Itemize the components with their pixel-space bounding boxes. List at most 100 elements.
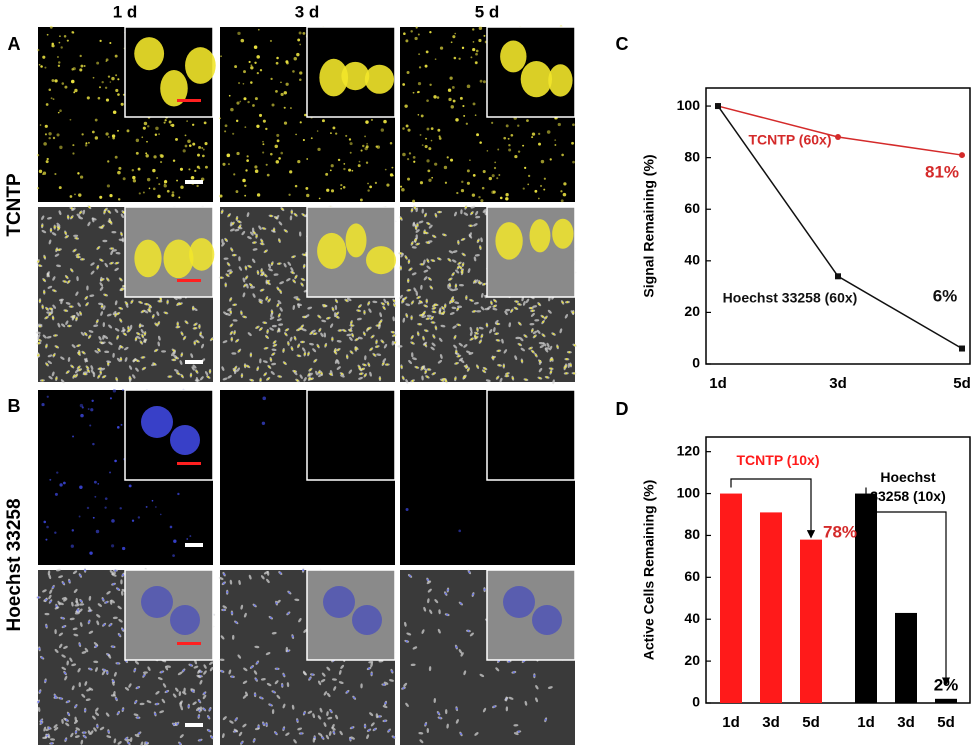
- cell-shape: [86, 285, 89, 291]
- cell-dot: [222, 582, 225, 585]
- cell-dot: [79, 574, 82, 577]
- cell-shape: [60, 379, 65, 384]
- cell-shape: [413, 287, 417, 293]
- cell-shape: [473, 223, 478, 227]
- cell-dot: [415, 226, 418, 229]
- cell-shape: [114, 300, 118, 306]
- cell-shape: [219, 658, 225, 662]
- cell-dot: [262, 151, 265, 154]
- cell-shape: [94, 667, 98, 672]
- cell-shape: [485, 379, 491, 382]
- cell-dot: [246, 155, 249, 158]
- cell-dot: [61, 82, 65, 85]
- cell-shape: [327, 716, 333, 720]
- cell-dot: [446, 588, 449, 591]
- inset-cell: [163, 239, 194, 279]
- cell-dot: [542, 321, 545, 324]
- cell-dot: [265, 163, 268, 166]
- cell-shape: [140, 741, 144, 747]
- cell-dot: [45, 103, 49, 106]
- cell-dot: [199, 739, 202, 742]
- cell-dot: [221, 210, 224, 213]
- cell-shape: [326, 666, 331, 671]
- cell-dot: [447, 88, 452, 92]
- panel-label: D: [616, 399, 629, 419]
- cell-dot: [317, 345, 320, 348]
- cell-dot: [56, 471, 59, 474]
- cell-shape: [454, 301, 460, 305]
- cell-dot: [264, 373, 267, 376]
- cell-dot: [59, 35, 61, 37]
- cell-dot: [81, 258, 84, 261]
- cell-dot: [311, 673, 314, 676]
- cell-shape: [237, 654, 242, 659]
- cell-dot: [253, 739, 256, 742]
- cell-shape: [301, 328, 307, 332]
- cell-dot: [358, 365, 361, 368]
- cell-dot: [483, 588, 486, 591]
- cell-dot: [505, 197, 509, 201]
- cell-dot: [132, 179, 137, 183]
- cell-dot: [402, 687, 405, 690]
- cell-shape: [201, 343, 205, 349]
- inset-cell: [548, 64, 573, 97]
- cell-dot: [169, 525, 173, 529]
- cell-shape: [182, 691, 187, 695]
- cell-shape: [402, 317, 406, 323]
- cell-dot: [173, 539, 177, 543]
- cell-dot: [512, 671, 515, 674]
- cell-shape: [460, 359, 465, 364]
- cell-dot: [254, 693, 257, 696]
- cell-dot: [331, 338, 334, 341]
- cell-dot: [256, 367, 259, 370]
- cell-dot: [148, 308, 151, 311]
- panel-label: B: [8, 396, 21, 416]
- cell-dot: [554, 117, 557, 120]
- cell-shape: [544, 347, 550, 350]
- cell-dot: [405, 640, 408, 643]
- cell-shape: [440, 324, 446, 328]
- cell-shape: [218, 576, 224, 580]
- cell-shape: [336, 340, 342, 343]
- series-label: Hoechst 33258 (60x): [723, 290, 858, 306]
- cell-dot: [389, 142, 393, 145]
- cell-dot: [177, 492, 180, 496]
- cell-dot: [97, 246, 100, 249]
- cell-dot: [472, 102, 476, 106]
- cell-shape: [274, 680, 279, 685]
- cell-shape: [309, 342, 314, 346]
- cell-dot: [114, 54, 118, 58]
- cell-dot: [244, 126, 247, 129]
- cell-dot: [101, 80, 104, 84]
- cell-shape: [286, 278, 291, 282]
- cell-shape: [98, 335, 102, 341]
- cell-shape: [183, 687, 186, 693]
- cell-dot: [266, 173, 270, 177]
- cell-dot: [236, 339, 239, 342]
- cell-dot: [191, 690, 194, 693]
- cell-dot: [386, 183, 390, 187]
- cell-dot: [466, 181, 470, 185]
- cell-dot: [438, 137, 442, 140]
- cell-dot: [40, 722, 43, 725]
- cell-shape: [339, 730, 343, 736]
- cell-dot: [121, 628, 124, 631]
- cell-dot: [524, 335, 527, 338]
- cell-dot: [280, 151, 284, 155]
- cell-dot: [360, 372, 363, 375]
- cell-shape: [559, 328, 563, 334]
- cell-shape: [128, 365, 133, 370]
- cell-dot: [263, 321, 266, 324]
- cell-shape: [422, 341, 428, 346]
- micrograph: [400, 389, 576, 565]
- cell-dot: [278, 262, 281, 265]
- y-tick-label: 40: [684, 610, 700, 626]
- cell-dot: [393, 304, 396, 307]
- cell-dot: [274, 144, 278, 149]
- cell-shape: [65, 302, 71, 305]
- cell-dot: [290, 107, 292, 109]
- cell-dot: [321, 119, 325, 123]
- cell-shape: [242, 694, 247, 699]
- inset-cell: [134, 239, 162, 278]
- cell-shape: [147, 666, 151, 672]
